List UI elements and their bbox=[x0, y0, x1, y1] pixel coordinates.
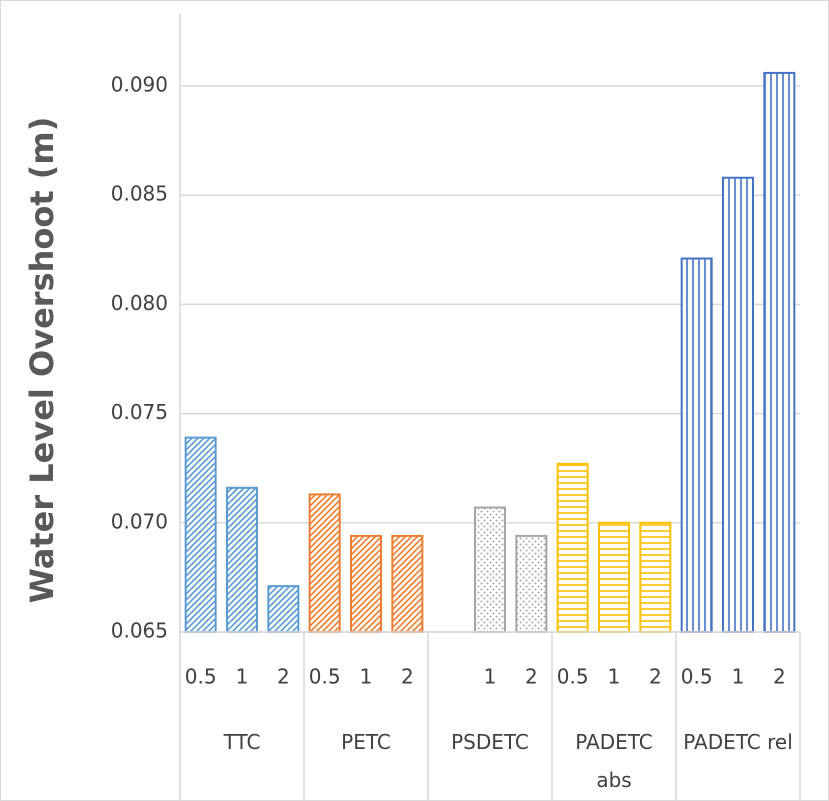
bar bbox=[639, 521, 672, 633]
y-axis-title: Water Level Overshoot (m) bbox=[23, 117, 61, 604]
x-tick-label: 0.5 bbox=[185, 665, 217, 689]
bar bbox=[722, 176, 754, 633]
x-tick-label: 2 bbox=[277, 665, 290, 689]
bar bbox=[474, 506, 506, 633]
bar bbox=[184, 436, 217, 633]
bar bbox=[308, 493, 341, 633]
group-label: PADETC abs bbox=[575, 730, 653, 792]
x-tick-label: 1 bbox=[236, 665, 249, 689]
y-tick-label: 0.065 bbox=[111, 619, 168, 643]
x-tick-label: 2 bbox=[649, 665, 662, 689]
bar bbox=[391, 534, 424, 633]
group-label: PSDETC bbox=[451, 730, 529, 754]
x-tick-label: 1 bbox=[484, 665, 497, 689]
bar bbox=[598, 521, 630, 633]
x-tick-label: 2 bbox=[525, 665, 538, 689]
y-tick-label: 0.090 bbox=[111, 73, 168, 97]
x-tick-label: 0.5 bbox=[309, 665, 341, 689]
x-tick-label: 1 bbox=[732, 665, 745, 689]
group-label: PADETC rel bbox=[683, 730, 793, 754]
bar bbox=[556, 462, 589, 633]
bar bbox=[267, 585, 300, 633]
x-tick-label: 0.5 bbox=[681, 665, 713, 689]
x-tick-label: 1 bbox=[360, 665, 373, 689]
bar bbox=[763, 71, 796, 633]
x-tick-label: 2 bbox=[401, 665, 414, 689]
y-tick-label: 0.085 bbox=[111, 182, 168, 206]
x-tick-label: 2 bbox=[773, 665, 786, 689]
y-tick-label: 0.080 bbox=[111, 291, 168, 315]
y-tick-label: 0.075 bbox=[111, 400, 168, 424]
x-tick-label: 1 bbox=[608, 665, 621, 689]
bar bbox=[680, 257, 713, 633]
bar bbox=[226, 486, 258, 633]
bar bbox=[350, 534, 382, 633]
y-tick-label: 0.070 bbox=[111, 509, 168, 533]
x-tick-label: 0.5 bbox=[557, 665, 589, 689]
bar bbox=[515, 534, 548, 633]
group-label: TTC bbox=[223, 730, 261, 754]
group-label: PETC bbox=[341, 730, 391, 754]
